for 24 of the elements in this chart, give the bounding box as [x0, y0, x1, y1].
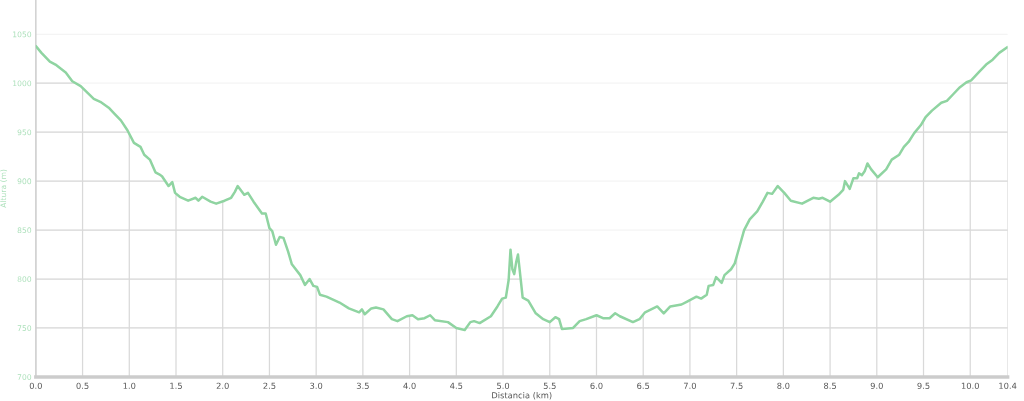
x-tick-label: 3.5	[356, 382, 369, 389]
x-tick-label: 7.0	[683, 382, 696, 389]
x-tick-label: 1.5	[170, 382, 182, 389]
x-tick-label: 2.5	[263, 382, 276, 389]
x-tick-label: 7.5	[730, 382, 743, 389]
x-tick-label: 5.5	[543, 382, 556, 389]
x-tick-label: 9.0	[870, 382, 883, 389]
x-tick-label: 4.0	[403, 382, 416, 389]
x-tick-label: 8.5	[824, 382, 836, 389]
line-series	[35, 44, 1008, 332]
x-tick-label: 6.0	[590, 382, 603, 389]
x-tick-label: 4.5	[450, 382, 463, 389]
x-tick-label: 3.0	[310, 382, 323, 389]
x-tick-label: 6.5	[637, 382, 650, 389]
x-tick-label: 8.0	[777, 382, 790, 389]
x-axis-title: Distancia (km)	[492, 391, 552, 400]
x-tick-label: 5.0	[497, 382, 510, 389]
x-tick-label: 1.0	[123, 382, 136, 389]
x-tick-label: 9.5	[917, 382, 930, 389]
x-tick-label: 10.4	[999, 382, 1017, 389]
x-tick-label: 0.5	[76, 382, 89, 389]
x-tick-label: 0.0	[29, 382, 42, 389]
x-tick-label: 10.0	[961, 382, 979, 389]
x-tick-label: 2.0	[216, 382, 229, 389]
